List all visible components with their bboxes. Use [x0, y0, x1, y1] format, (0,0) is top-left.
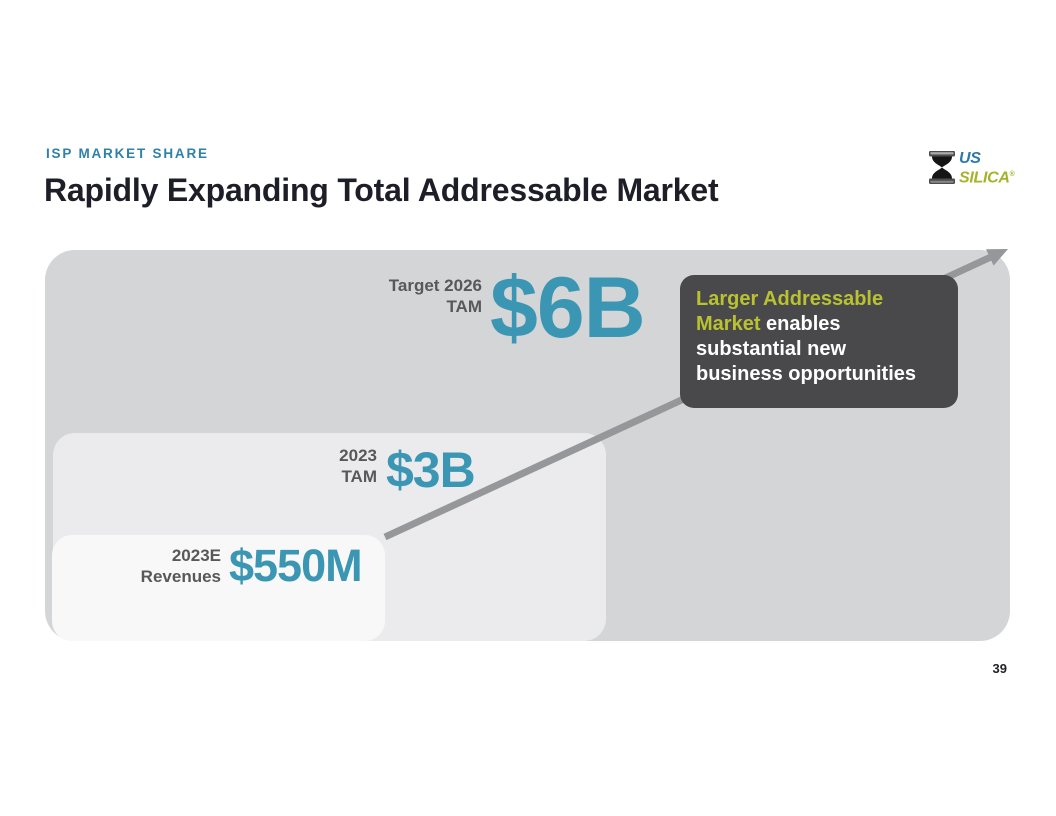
tam-2026-label: Target 2026 TAM: [388, 276, 482, 316]
tam-2026-value: $6B: [490, 260, 646, 356]
hourglass-icon: [929, 151, 955, 189]
revenues-2023-value: $550M: [229, 540, 363, 591]
revenues-2023-label: 2023E Revenues: [140, 546, 221, 586]
callout-text: enables substantial new business opportu…: [696, 313, 917, 385]
page-number: 39: [992, 661, 1007, 676]
callout-highlight-text: Larger Addressable Market: [696, 288, 884, 335]
eyebrow-label: ISP MARKET SHARE: [46, 146, 209, 161]
callout-box: Larger Addressable Market enables substa…: [680, 275, 958, 408]
company-logo: US SILICA®: [929, 151, 1015, 189]
page-title: Rapidly Expanding Total Addressable Mark…: [44, 172, 719, 208]
tam-2023-value: $3B: [386, 442, 476, 498]
logo-word-silica: SILICA®: [959, 169, 1015, 187]
tam-2023-label: 2023 TAM: [339, 446, 377, 486]
revenues-2023-block: [52, 535, 385, 641]
logo-wordmark: US SILICA®: [959, 151, 1015, 186]
logo-word-us: US: [959, 150, 981, 167]
registered-mark: ®: [1009, 171, 1015, 178]
